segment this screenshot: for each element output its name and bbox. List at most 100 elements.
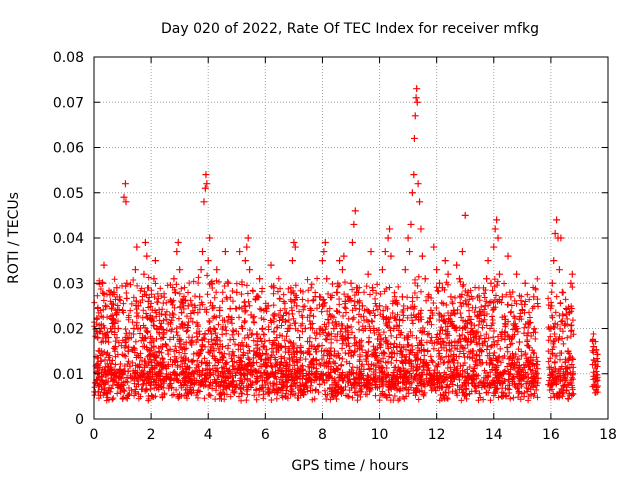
data-point — [298, 365, 306, 373]
data-point — [143, 252, 151, 260]
data-point — [321, 239, 329, 247]
data-point — [484, 257, 492, 265]
data-point — [316, 293, 324, 301]
data-point — [341, 297, 349, 305]
x-tick-label: 16 — [542, 427, 560, 443]
data-point — [336, 257, 344, 265]
data-point — [256, 275, 264, 283]
data-point — [243, 243, 251, 251]
dense-markers — [91, 272, 601, 404]
data-point — [491, 225, 499, 233]
data-point — [227, 315, 235, 323]
data-point — [296, 334, 304, 342]
data-point — [515, 338, 523, 346]
data-point — [197, 266, 205, 274]
data-point — [140, 270, 148, 278]
data-point — [406, 248, 414, 256]
data-point — [495, 270, 503, 278]
data-point — [278, 315, 286, 323]
data-point — [199, 248, 207, 256]
dense-band — [91, 272, 601, 404]
data-point — [417, 225, 425, 233]
data-point — [121, 180, 129, 188]
data-point — [196, 293, 204, 301]
data-point — [344, 334, 352, 342]
data-point — [209, 302, 217, 310]
data-point — [370, 325, 378, 332]
axis-ticks — [93, 56, 609, 420]
data-point — [473, 352, 481, 360]
data-point — [133, 243, 141, 251]
data-point — [139, 334, 147, 342]
data-point — [364, 270, 372, 278]
data-point — [246, 266, 254, 274]
data-point — [386, 225, 394, 233]
data-point — [156, 370, 164, 378]
data-point — [327, 352, 335, 360]
data-point — [436, 279, 444, 287]
data-point — [404, 234, 412, 242]
data-point — [264, 302, 272, 310]
data-point — [170, 275, 178, 283]
data-point — [119, 306, 127, 314]
data-point — [450, 306, 458, 314]
y-tick-label: 0.05 — [53, 186, 84, 202]
y-tick-label: 0.07 — [53, 95, 84, 111]
data-point — [224, 279, 232, 287]
data-point — [356, 338, 364, 346]
data-point — [273, 334, 281, 342]
data-point — [120, 193, 128, 201]
data-point — [290, 239, 298, 247]
data-point — [561, 320, 569, 328]
data-point — [458, 248, 466, 256]
data-point — [453, 261, 461, 269]
data-point — [179, 320, 187, 328]
y-axis-label: ROTI / TECUs — [6, 192, 22, 284]
x-tick-label: 8 — [318, 427, 327, 443]
data-point — [413, 85, 421, 93]
data-point — [131, 266, 139, 274]
y-tick-label: 0.03 — [53, 276, 84, 292]
data-point — [307, 306, 315, 314]
y-tick-label: 0.02 — [53, 322, 84, 338]
data-point — [117, 383, 125, 391]
data-point — [494, 234, 502, 242]
data-point — [206, 234, 214, 242]
data-point — [287, 288, 295, 296]
data-point — [103, 370, 111, 378]
data-point — [507, 293, 515, 301]
data-point — [413, 98, 421, 106]
data-point — [91, 379, 99, 387]
data-point — [518, 306, 526, 314]
x-tick-label: 4 — [204, 427, 213, 443]
x-axis-label: GPS time / hours — [291, 458, 408, 474]
data-point — [527, 356, 535, 364]
data-point — [483, 275, 491, 283]
y-tick-labels: 0 0.01 0.02 0.03 0.04 0.05 0.06 0.07 0.08 — [53, 50, 84, 428]
x-tick-label: 18 — [599, 427, 617, 443]
data-point — [141, 239, 149, 247]
data-point — [351, 207, 359, 215]
data-point — [127, 374, 135, 382]
data-point — [304, 347, 312, 355]
data-point — [433, 266, 441, 274]
data-point — [100, 261, 108, 269]
data-point — [464, 288, 472, 296]
data-point — [147, 315, 155, 323]
data-point — [111, 343, 119, 351]
data-point — [244, 234, 252, 242]
data-point — [591, 361, 599, 369]
data-point — [501, 315, 509, 323]
data-point — [333, 288, 341, 296]
data-point — [241, 257, 249, 265]
data-point — [427, 306, 435, 314]
data-point — [122, 198, 130, 206]
data-point — [567, 279, 575, 287]
data-point — [324, 315, 332, 323]
data-point — [250, 347, 258, 355]
data-point — [267, 261, 275, 269]
x-tick-label: 0 — [90, 427, 99, 443]
data-point — [424, 293, 432, 301]
